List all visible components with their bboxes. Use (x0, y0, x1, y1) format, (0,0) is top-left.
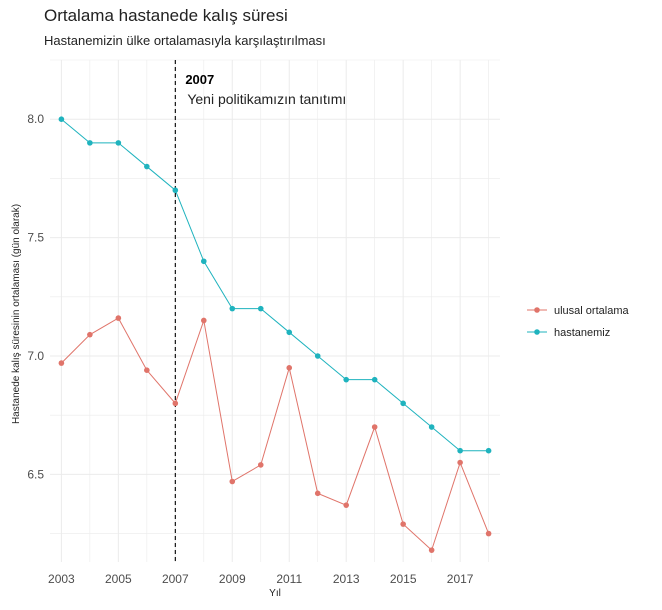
data-point-national (314, 490, 321, 497)
x-axis-title: Yıl (269, 588, 281, 599)
series-line-hospital (61, 118, 489, 452)
x-tick-label: 2015 (390, 572, 417, 586)
data-point-hospital (200, 258, 207, 265)
data-point-national (257, 462, 264, 468)
x-tick-label: 2013 (333, 572, 360, 586)
x-tick-label: 2009 (219, 572, 246, 586)
chart-title: Ortalama hastanede kalış süresi (44, 6, 288, 25)
x-tick-label: 2005 (105, 572, 132, 586)
data-point-hospital (343, 376, 350, 383)
legend-label-hospital: hastanemiz (554, 327, 610, 339)
data-point-national (343, 502, 350, 508)
data-point-national (485, 530, 492, 537)
data-point-hospital (144, 163, 150, 170)
annotation-year: 2007 (185, 72, 214, 87)
data-point-national (400, 521, 406, 527)
chart-subtitle: Hastanemizin ülke ortalamasıyla karşılaş… (44, 33, 326, 48)
annotation-layer: 2007 Yeni politikamızın tanıtımı (174, 60, 346, 562)
data-point-hospital (428, 424, 435, 430)
y-tick-label: 6.5 (27, 467, 44, 481)
y-axis-title: Hastanede kalış süresinin ortalaması (gü… (11, 204, 22, 424)
series-line-national (61, 317, 490, 552)
tick-labels: 2003 2005 2007 2009 2011 2013 2015 2017 6.5 7.0 7.… (27, 112, 473, 586)
data-point-national (87, 331, 93, 338)
data-point-national (200, 317, 207, 324)
data-point-national (58, 360, 65, 366)
annotation-text: Yeni politikamızın tanıtımı (187, 91, 346, 107)
data-point-hospital (314, 353, 321, 359)
data-point-hospital (87, 140, 93, 146)
data-point-national (371, 424, 378, 430)
data-point-national (172, 400, 179, 407)
data-point-hospital (485, 447, 492, 454)
series-layer (58, 116, 492, 553)
legend-key-point-national (534, 307, 540, 313)
x-tick-label: 2011 (276, 572, 302, 586)
data-point-hospital (457, 447, 463, 454)
data-point-hospital (58, 116, 65, 122)
data-point-hospital (257, 305, 264, 312)
legend-label-national: ulusal ortalama (554, 305, 629, 317)
data-point-hospital (286, 329, 293, 336)
legend-key-point-hospital (534, 329, 540, 335)
data-point-national (115, 315, 122, 321)
data-point-national (144, 367, 150, 373)
y-tick-label: 7.0 (27, 349, 44, 363)
data-point-national (428, 547, 435, 553)
data-point-hospital (229, 305, 236, 312)
data-point-national (229, 478, 236, 485)
data-point-national (286, 365, 293, 371)
data-point-hospital (115, 140, 122, 146)
grid-lines (50, 59, 500, 562)
y-tick-label: 8.0 (27, 112, 44, 126)
data-point-hospital (172, 187, 179, 194)
legend: ulusal ortalama hastanemiz (527, 305, 629, 339)
x-tick-label: 2003 (48, 572, 75, 586)
x-tick-label: 2017 (447, 572, 474, 586)
data-point-hospital (400, 400, 406, 407)
x-tick-label: 2007 (162, 572, 189, 586)
y-tick-label: 7.5 (27, 231, 44, 245)
data-point-hospital (371, 376, 378, 383)
data-point-national (457, 459, 463, 466)
